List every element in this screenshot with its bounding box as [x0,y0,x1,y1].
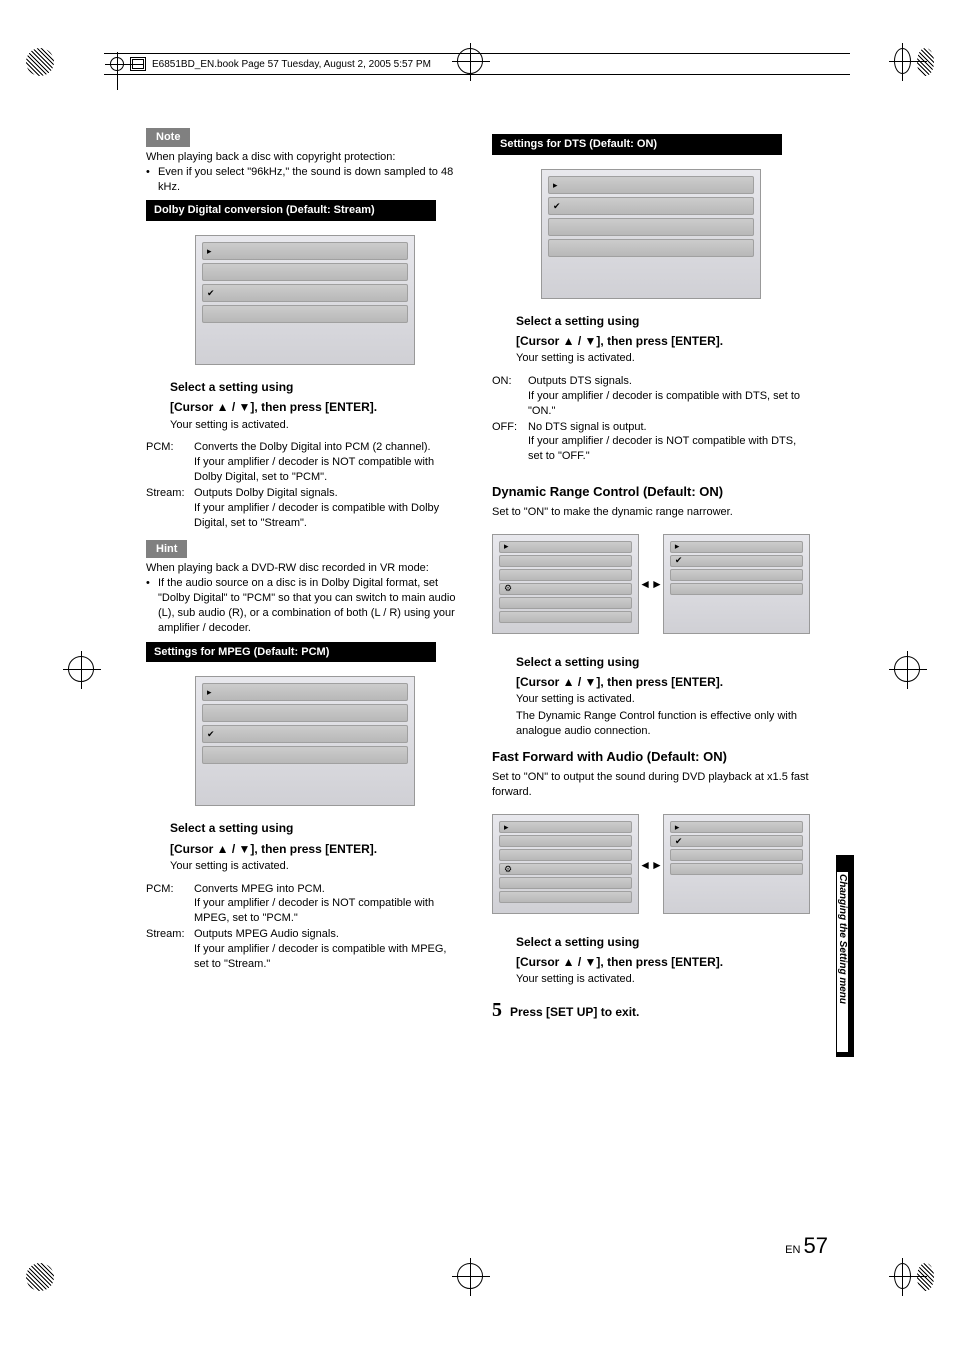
drc-title: Dynamic Range Control (Default: ON) [492,483,810,501]
on-term: ON: [492,374,528,419]
hint-text: When playing back a DVD-RW disc recorded… [146,561,464,576]
hint-tag: Hint [146,540,187,559]
hint-bullet: •If the audio source on a disc is in Dol… [146,576,464,635]
select-line2: [Cursor ▲ / ▼], then press [ENTER]. [170,399,464,415]
select-line2-2: [Cursor ▲ / ▼], then press [ENTER]. [170,841,464,857]
page-number: EN 57 [785,1233,828,1259]
mpeg-stream-body: Outputs MPEG Audio signals. If your ampl… [194,927,464,972]
drc-extra: The Dynamic Range Control function is ef… [516,709,810,739]
page-lang: EN [785,1244,800,1256]
on-body: Outputs DTS signals. If your amplifier /… [528,374,810,419]
note-text: When playing back a disc with copyright … [146,150,464,165]
dolby-header: Dolby Digital conversion (Default: Strea… [146,200,436,221]
ff-select-sub: Your setting is activated. [516,972,810,987]
step-5: 5 Press [SET UP] to exit. [492,997,810,1024]
dolby-menu: ▸ ✔ [195,235,415,365]
pcm-body: Converts the Dolby Digital into PCM (2 c… [194,440,464,485]
drc-select-sub: Your setting is activated. [516,692,810,707]
step5-number: 5 [492,997,502,1024]
step5-text: Press [SET UP] to exit. [510,1004,639,1020]
ff-select-title: Select a setting using [516,934,810,950]
mpeg-pcm-term: PCM: [146,882,194,927]
side-label: Changing the Setting menu [837,872,848,1052]
ff-desc: Set to "ON" to output the sound during D… [492,770,810,800]
mpeg-stream-term: Stream: [146,927,194,972]
stream-term: Stream: [146,486,194,531]
drc-select-line2: [Cursor ▲ / ▼], then press [ENTER]. [516,674,810,690]
page-num: 57 [804,1233,828,1258]
left-column: Note When playing back a disc with copyr… [146,128,464,1258]
right-column: Settings for DTS (Default: ON) ▸ ✔ Selec… [492,128,810,1258]
drc-desc: Set to "ON" to make the dynamic range na… [492,505,810,520]
page-header: E6851BD_EN.book Page 57 Tuesday, August … [104,53,850,75]
book-icon [130,57,146,71]
dts-select-title: Select a setting using [516,313,810,329]
dts-header: Settings for DTS (Default: ON) [492,134,782,155]
mpeg-pcm-body: Converts MPEG into PCM. If your amplifie… [194,882,464,927]
dts-select-sub: Your setting is activated. [516,351,810,366]
stream-body: Outputs Dolby Digital signals. If your a… [194,486,464,531]
ff-dual-menu: ▸⚙ ◄► ▸✔ [492,806,810,924]
select-sub-2: Your setting is activated. [170,859,464,874]
drc-select-title: Select a setting using [516,654,810,670]
mpeg-header: Settings for MPEG (Default: PCM) [146,642,436,663]
select-title-2: Select a setting using [170,820,464,836]
drc-dual-menu: ▸⚙ ◄► ▸✔ [492,526,810,644]
pcm-term: PCM: [146,440,194,485]
header-icon [110,57,124,71]
header-filename: E6851BD_EN.book Page 57 Tuesday, August … [152,59,431,70]
select-sub: Your setting is activated. [170,418,464,433]
ff-select-line2: [Cursor ▲ / ▼], then press [ENTER]. [516,954,810,970]
select-title: Select a setting using [170,379,464,395]
off-body: No DTS signal is output. If your amplifi… [528,420,810,465]
note-tag: Note [146,128,190,147]
dts-menu: ▸ ✔ [541,169,761,299]
note-bullet: •Even if you select "96kHz," the sound i… [146,165,464,195]
mpeg-menu: ▸ ✔ [195,676,415,806]
off-term: OFF: [492,420,528,465]
ff-title: Fast Forward with Audio (Default: ON) [492,748,810,766]
dts-select-line2: [Cursor ▲ / ▼], then press [ENTER]. [516,333,810,349]
